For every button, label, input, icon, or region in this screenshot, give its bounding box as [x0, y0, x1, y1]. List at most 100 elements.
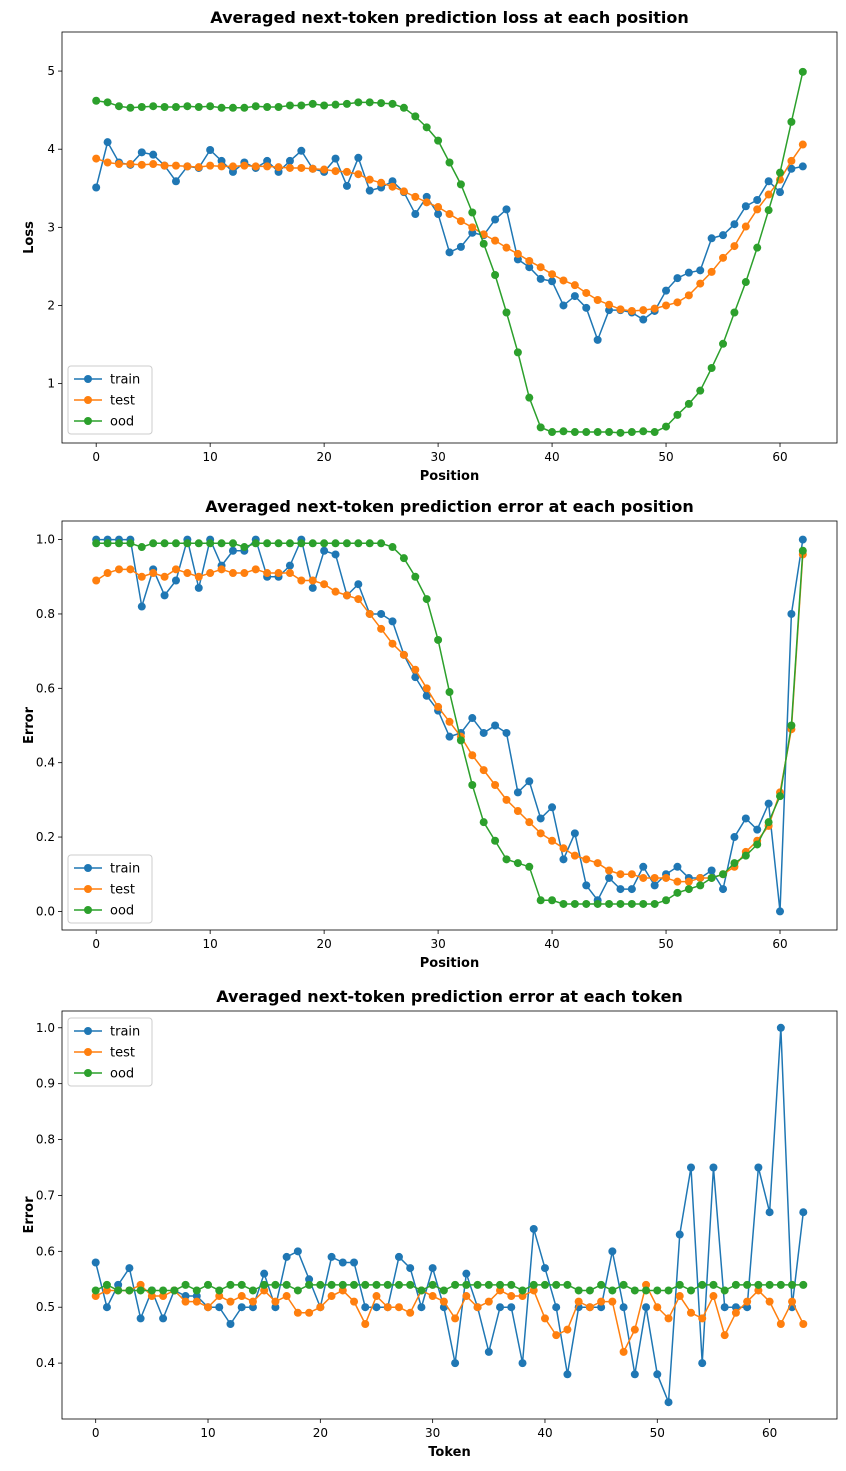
data-point-train — [496, 1303, 505, 1312]
data-point-test — [194, 572, 203, 581]
data-point-test — [673, 877, 682, 886]
data-point-ood — [605, 899, 614, 908]
data-point-ood — [673, 410, 682, 419]
x-tick-label: 40 — [537, 1426, 552, 1440]
data-point-test — [608, 1297, 617, 1306]
data-point-test — [171, 161, 180, 170]
chart-2: Averaged next-token prediction error at … — [22, 497, 838, 971]
y-tick-label: 1 — [47, 377, 55, 391]
x-tick-label: 50 — [650, 1426, 665, 1440]
data-point-test — [240, 569, 249, 578]
data-point-train — [411, 673, 420, 682]
data-point-ood — [394, 1280, 403, 1289]
data-point-test — [741, 222, 750, 231]
data-point-train — [372, 1303, 381, 1312]
data-point-ood — [361, 1280, 370, 1289]
data-point-train — [305, 1275, 314, 1284]
data-point-ood — [462, 1280, 471, 1289]
data-point-test — [103, 569, 112, 578]
data-point-ood — [350, 1280, 359, 1289]
x-tick-label: 20 — [313, 1426, 328, 1440]
data-point-test — [484, 1297, 493, 1306]
data-point-test — [159, 1292, 168, 1301]
data-point-test — [361, 1319, 370, 1328]
data-point-test — [642, 1280, 651, 1289]
data-point-ood — [491, 271, 500, 280]
data-point-train — [502, 728, 511, 737]
data-point-ood — [479, 239, 488, 248]
y-tick-label: 0.0 — [36, 904, 55, 918]
data-point-ood — [650, 428, 659, 437]
data-point-train — [776, 907, 785, 916]
data-point-train — [719, 885, 728, 894]
data-point-train — [548, 803, 557, 812]
data-point-ood — [491, 836, 500, 845]
data-point-train — [228, 546, 237, 555]
data-point-test — [399, 187, 408, 196]
data-point-test — [765, 1297, 774, 1306]
data-point-train — [765, 1208, 774, 1217]
data-point-train — [445, 248, 454, 257]
data-point-test — [653, 1303, 662, 1312]
data-point-ood — [126, 103, 135, 112]
data-point-train — [320, 546, 329, 555]
data-point-ood — [787, 721, 796, 730]
data-point-ood — [720, 1286, 729, 1295]
data-point-train — [593, 335, 602, 344]
data-point-train — [787, 164, 796, 173]
data-point-ood — [338, 1280, 347, 1289]
data-point-ood — [731, 1280, 740, 1289]
data-point-ood — [297, 101, 306, 110]
data-point-ood — [171, 103, 180, 112]
data-point-ood — [484, 1280, 493, 1289]
data-point-ood — [320, 539, 329, 548]
legend-label-train: train — [110, 1025, 140, 1040]
y-tick-label: 0.8 — [36, 607, 55, 621]
y-tick-label: 0.7 — [36, 1188, 55, 1202]
data-point-train — [137, 602, 146, 611]
data-point-train — [456, 242, 465, 251]
data-point-test — [372, 1292, 381, 1301]
data-point-train — [559, 855, 568, 864]
data-point-ood — [776, 168, 785, 177]
data-point-test — [399, 650, 408, 659]
data-point-train — [237, 1303, 246, 1312]
data-point-train — [297, 146, 306, 155]
data-point-ood — [642, 1286, 651, 1295]
data-point-test — [675, 1292, 684, 1301]
data-point-test — [331, 587, 340, 596]
data-point-ood — [753, 840, 762, 849]
data-point-train — [171, 576, 180, 585]
x-tick-label: 60 — [762, 1426, 777, 1440]
y-axis-label: Error — [22, 1196, 37, 1234]
data-point-test — [707, 267, 716, 276]
series-ood — [92, 67, 807, 437]
data-point-test — [662, 873, 671, 882]
data-point-test — [428, 1292, 437, 1301]
data-point-train — [350, 1258, 359, 1267]
data-point-test — [799, 1319, 808, 1328]
data-point-ood — [754, 1280, 763, 1289]
data-point-ood — [451, 1280, 460, 1289]
x-axis-label: Token — [428, 1445, 470, 1460]
legend-swatch-marker — [84, 1027, 92, 1035]
data-point-ood — [228, 103, 237, 112]
x-tick-label: 30 — [430, 937, 445, 951]
data-point-test — [525, 256, 534, 265]
y-tick-label: 0.8 — [36, 1133, 55, 1147]
data-point-test — [338, 1286, 347, 1295]
data-point-test — [616, 870, 625, 879]
data-point-ood — [684, 399, 693, 408]
data-point-train — [361, 1303, 370, 1312]
data-point-test — [456, 217, 465, 226]
data-point-ood — [597, 1280, 606, 1289]
data-point-ood — [639, 899, 648, 908]
data-point-ood — [316, 1280, 325, 1289]
data-point-train — [192, 1292, 201, 1301]
data-point-ood — [251, 102, 260, 111]
data-point-test — [639, 306, 648, 315]
data-point-test — [548, 270, 557, 279]
data-point-ood — [741, 851, 750, 860]
data-point-train — [764, 177, 773, 186]
data-point-ood — [422, 595, 431, 604]
